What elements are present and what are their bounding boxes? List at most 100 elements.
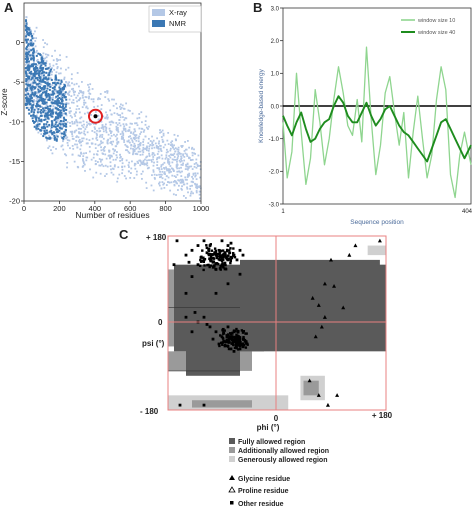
xray-point [180, 175, 183, 177]
xray-point [106, 165, 109, 168]
y-tick-label: 0.0 [271, 104, 280, 110]
nmr-point [55, 78, 58, 81]
nmr-point [61, 96, 64, 99]
xray-point [125, 117, 128, 120]
xray-point [45, 84, 48, 87]
nmr-point [25, 72, 28, 75]
nmr-point [46, 116, 49, 119]
xray-point [106, 140, 109, 142]
xray-point [173, 158, 175, 161]
xray-point [87, 97, 90, 100]
xray-point [73, 93, 76, 96]
xray-point [66, 166, 68, 169]
other-residue-point [241, 345, 245, 349]
nmr-point [53, 125, 56, 128]
nmr-point [42, 107, 45, 110]
xray-point [156, 137, 159, 140]
nmr-point [47, 98, 50, 101]
nmr-point [44, 112, 47, 115]
nmr-point [28, 50, 31, 53]
xray-point [129, 109, 131, 112]
xray-point [183, 150, 186, 152]
xray-point [28, 89, 30, 92]
other-residue-point [235, 258, 239, 262]
xray-point [49, 84, 52, 86]
nmr-point [44, 62, 47, 65]
nmr-point [40, 93, 43, 96]
other-residue-point [202, 239, 206, 243]
xray-point [180, 163, 183, 166]
nmr-point [48, 93, 51, 96]
x-tick-label: 800 [159, 204, 172, 213]
other-residue-point [196, 244, 200, 247]
xray-point [70, 110, 72, 113]
xray-point [169, 168, 171, 171]
other-residue-point [178, 403, 182, 407]
xray-point [171, 143, 174, 146]
xray-point [123, 128, 125, 131]
xray-point [78, 85, 80, 88]
xray-point [104, 145, 106, 148]
nmr-point [49, 114, 52, 117]
xray-point [160, 164, 163, 166]
nmr-point [33, 69, 36, 72]
nmr-point [26, 58, 29, 61]
xray-point [96, 129, 98, 132]
nmr-point [39, 67, 42, 70]
xray-point [73, 122, 76, 125]
xray-point [168, 155, 171, 157]
nmr-point [55, 139, 58, 142]
xray-point [89, 168, 91, 171]
xray-point [145, 156, 148, 159]
xray-point [145, 181, 148, 184]
xray-point [171, 158, 174, 161]
other-residue-point [209, 258, 213, 261]
xray-point [156, 156, 159, 159]
xray-point [62, 148, 65, 151]
nmr-point [54, 100, 57, 103]
xray-point [47, 54, 50, 57]
xray-point [28, 41, 31, 44]
xray-point [68, 112, 71, 114]
xray-point [55, 63, 58, 65]
xray-point [152, 189, 155, 192]
xray-point [49, 65, 52, 68]
xray-point [80, 151, 82, 154]
nmr-point [28, 75, 31, 78]
xray-point [42, 52, 45, 55]
xray-point [178, 184, 180, 187]
xray-point [69, 114, 72, 117]
xray-point [82, 164, 85, 167]
nmr-point [54, 74, 57, 77]
nmr-point [47, 67, 50, 70]
other-residue-point [221, 249, 225, 252]
xray-point [186, 182, 189, 185]
xray-point [66, 141, 69, 144]
xray-point [153, 146, 156, 149]
xray-point [101, 133, 104, 136]
xray-point [25, 16, 28, 18]
nmr-point [51, 87, 54, 90]
nmr-point [27, 100, 30, 103]
xray-point [122, 107, 125, 110]
nmr-point [32, 56, 35, 59]
nmr-point [27, 108, 30, 111]
xray-point [78, 139, 81, 141]
xray-point [76, 146, 79, 149]
nmr-point [25, 55, 28, 58]
nmr-point [30, 70, 33, 73]
xray-point [180, 155, 182, 158]
nmr-point [48, 137, 51, 140]
nmr-point [30, 93, 33, 96]
xray-point [110, 130, 113, 133]
nmr-point [51, 123, 54, 126]
xray-point [106, 90, 108, 93]
xray-point [191, 184, 193, 187]
xray-point [76, 105, 79, 107]
xray-point [160, 154, 163, 157]
nmr-point [47, 117, 50, 120]
xray-point [159, 147, 162, 150]
nmr-point [45, 89, 48, 92]
other-residue-point [235, 347, 238, 350]
other-residue-point [216, 252, 219, 256]
